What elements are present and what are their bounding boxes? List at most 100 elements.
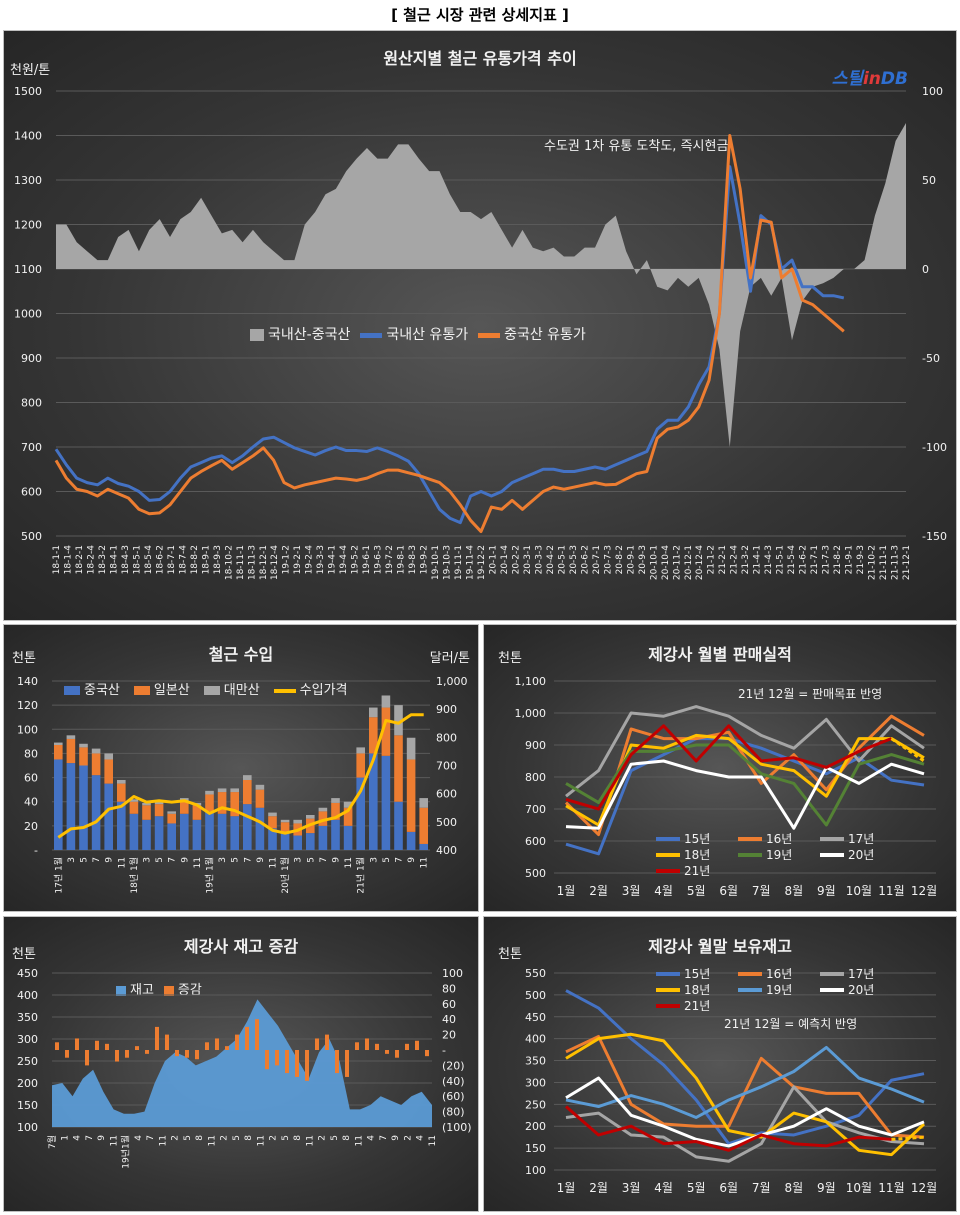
y-tick-label: - <box>34 844 38 857</box>
chart-annotation: 21년 12월 = 예측치 반영 <box>724 1017 858 1031</box>
bar <box>318 811 328 826</box>
x-tick-label: 18-5-4 <box>144 545 154 575</box>
legend-label: 21년 <box>684 864 710 878</box>
y2-tick-label: -150 <box>922 530 947 543</box>
x-tick-label: 20-6-2 <box>580 545 590 574</box>
series-line <box>565 1045 925 1119</box>
bar <box>205 790 214 795</box>
x-tick-label: 21-6-2 <box>799 545 809 574</box>
bar <box>406 831 416 850</box>
y-tick-label: 300 <box>525 1076 546 1089</box>
bar <box>205 811 214 850</box>
x-tick-label: 19-6-1 <box>362 545 372 574</box>
x-tick-label: 21-5-4 <box>787 545 797 575</box>
x-tick-label: 18-8-2 <box>190 545 200 574</box>
bar <box>243 804 252 850</box>
x-tick-label: 2 <box>403 1135 413 1141</box>
x-tick-label: 5 <box>232 1135 242 1141</box>
bar <box>275 1050 279 1066</box>
x-tick-label: 19-8-1 <box>397 545 407 574</box>
y2-tick-label: 900 <box>436 703 457 716</box>
month-end-inventory-panel: 제강사 월말 보유재고 천톤 21년 12월 = 예측치 반영 100 150 20… <box>483 916 957 1212</box>
bar <box>318 807 328 812</box>
bar <box>117 783 126 802</box>
x-tick-label: 4 <box>416 1135 426 1141</box>
y2-tick-label: -100 <box>922 441 947 454</box>
bar <box>419 807 428 844</box>
y-tick-label: 600 <box>21 486 42 499</box>
bar <box>192 819 202 850</box>
y-tick-label: 1200 <box>14 219 42 232</box>
x-tick-label: 18-10-2 <box>224 545 234 580</box>
legend-item: 국내산-중국산 <box>250 324 350 344</box>
bar <box>185 1050 189 1058</box>
x-tick-label: 9 <box>391 1135 401 1141</box>
bar <box>381 707 391 756</box>
bar <box>345 1050 349 1077</box>
x-tick-label: 5 <box>306 857 316 863</box>
bar <box>419 843 428 850</box>
x-tick-label: 20-12-4 <box>695 545 705 580</box>
legend-item: 국내산 유통가 <box>360 324 468 344</box>
sales-panel: 제강사 월별 판매실적 천톤 21년 12월 = 판매목표 반영 500 600 7… <box>483 624 957 912</box>
bar <box>54 759 63 850</box>
x-tick-label: 21-9-1 <box>845 545 855 574</box>
bar <box>243 779 252 805</box>
bar <box>55 1042 59 1050</box>
bar <box>369 753 378 850</box>
x-tick-label: 7월 <box>752 1181 771 1195</box>
x-tick-label: 1월 <box>557 884 576 898</box>
bar <box>243 775 252 780</box>
bar <box>117 801 126 850</box>
x-tick-label: 9 <box>105 857 115 863</box>
bar <box>66 735 76 739</box>
x-tick-label: 18-5-1 <box>132 545 142 574</box>
bar <box>356 753 365 778</box>
import-panel: 철근 수입 천톤 달러/톤 중국산 일본산 대만산 수입가격 - 20 40 60 80… <box>3 624 479 912</box>
x-tick-label: 17년 1월 <box>52 857 64 894</box>
bar <box>142 802 151 806</box>
bar <box>315 1038 319 1050</box>
x-tick-label: 18-9-1 <box>201 545 211 574</box>
x-tick-label: 19-4-1 <box>328 545 338 574</box>
y2-tick-label: (20) <box>442 1059 465 1072</box>
x-tick-label: 2월 <box>589 1181 608 1195</box>
series-line-forecast <box>891 1135 925 1141</box>
bar <box>217 792 227 814</box>
y2-tick-label: - <box>442 1044 446 1057</box>
legend-label: 20년 <box>848 983 874 997</box>
y-tick-label: 400 <box>525 1033 546 1046</box>
legend-label: 16년 <box>766 967 792 981</box>
y2-tick-label: 500 <box>436 816 457 829</box>
y-tick-label: 300 <box>17 1033 38 1046</box>
x-tick-label: 2 <box>269 1135 279 1141</box>
x-tick-label: 19-3-3 <box>316 545 326 574</box>
x-tick-label: 5 <box>183 1135 193 1141</box>
x-tick-label: 20-11-2 <box>672 545 682 580</box>
x-tick-label: 20-5-1 <box>557 545 567 574</box>
y-tick-label: 100 <box>525 1164 546 1177</box>
x-tick-label: 9 <box>407 857 417 863</box>
bar <box>180 813 189 850</box>
y-tick-label: 1400 <box>14 130 42 143</box>
bar <box>75 1038 79 1050</box>
y2-tick-label: -50 <box>922 352 940 365</box>
legend: 국내산-중국산 국내산 유통가 중국산 유통가 <box>250 324 586 344</box>
bar <box>419 798 428 808</box>
x-tick-label: 3 <box>369 857 379 863</box>
y-axis-label: 천톤 <box>498 947 522 962</box>
x-tick-label: 21-11-1 <box>879 545 889 580</box>
legend-label: 19년 <box>766 848 792 862</box>
bar <box>331 802 340 820</box>
x-tick-label: 21-2-1 <box>718 545 728 574</box>
bar <box>155 1026 159 1050</box>
x-tick-label: 20-8-2 <box>615 545 625 574</box>
x-tick-label: 19-6-3 <box>374 545 384 574</box>
series-line <box>565 759 925 830</box>
bar <box>230 792 239 817</box>
legend-item: 일본산 <box>133 679 190 698</box>
x-tick-label: 12월 <box>911 884 937 898</box>
x-tick-label: 19-7-2 <box>385 545 395 574</box>
x-tick-label: 11 <box>269 857 279 868</box>
x-tick-label: 11 <box>109 1135 119 1146</box>
